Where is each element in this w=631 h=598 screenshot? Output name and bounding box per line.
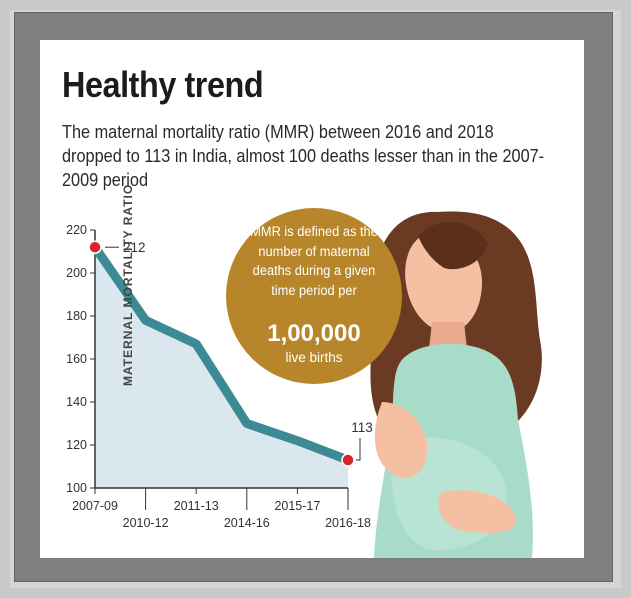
definition-text: MMR is defined as the number of maternal… <box>250 224 378 298</box>
annotation-leader <box>356 438 361 461</box>
x-tick-label: 2011-13 <box>174 499 219 513</box>
marker-group: 212 113 <box>88 240 373 467</box>
y-tick-label: 220 <box>66 223 87 237</box>
x-tick-label: 2010-12 <box>123 516 169 530</box>
arm-upper-shape <box>374 402 428 479</box>
data-label: 212 <box>123 240 146 255</box>
y-tick-label: 180 <box>66 309 87 323</box>
y-axis-label: MATERNAL MORTALITY RATIO <box>121 184 135 386</box>
definition-tail: live births <box>285 350 343 365</box>
definition-number: 1,00,000 <box>267 320 361 347</box>
point-marker <box>341 453 355 467</box>
y-tick-label: 160 <box>66 352 87 366</box>
x-tick-label: 2016-18 <box>325 516 371 530</box>
x-tick-group: 2007-09 2010-12 2011-13 2014-16 2015-17 2016-… <box>72 488 371 530</box>
chart: 100 120 140 160 180 200 220 2007-09 2010-12 2011… <box>66 184 542 558</box>
y-tick-label: 140 <box>66 395 87 409</box>
x-tick-label: 2007-09 <box>72 499 118 513</box>
x-tick-label: 2015-17 <box>274 499 320 513</box>
pregnant-woman-illustration <box>370 211 542 558</box>
area-fill <box>95 247 348 488</box>
data-label: 113 <box>351 420 373 435</box>
y-tick-label: 100 <box>66 481 87 495</box>
hair-front-shape <box>418 221 488 270</box>
definition-badge: MMR is defined as the number of maternal… <box>226 208 402 384</box>
hand-lower-shape <box>438 490 517 534</box>
series-line <box>90 242 353 465</box>
y-tick-label: 120 <box>66 438 87 452</box>
y-tick-group: 100 120 140 160 180 200 220 <box>66 223 95 495</box>
subtitle: The maternal mortality ratio (MMR) betwe… <box>62 121 545 190</box>
page-title: Healthy trend <box>62 64 264 105</box>
point-marker <box>88 240 102 254</box>
x-tick-label: 2014-16 <box>224 516 270 530</box>
y-tick-label: 200 <box>66 266 87 280</box>
infographic-card: Healthy trend The maternal mortality rat… <box>40 40 584 558</box>
